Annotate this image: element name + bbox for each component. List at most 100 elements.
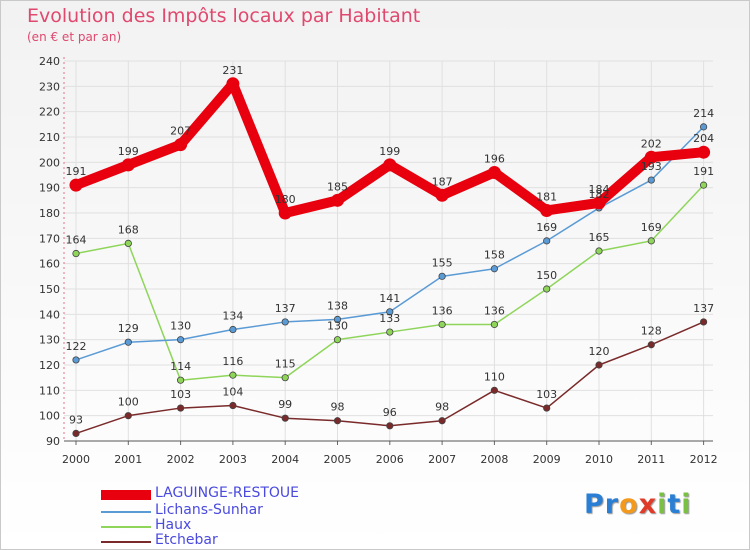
data-label: 158 — [484, 249, 505, 262]
data-point — [177, 336, 185, 344]
data-label: 115 — [275, 358, 296, 371]
y-tick-label: 110 — [39, 384, 60, 397]
legend-label: Haux — [155, 517, 192, 533]
y-tick-label: 240 — [39, 55, 60, 68]
y-tick-label: 90 — [46, 435, 60, 448]
data-point — [386, 422, 394, 430]
data-point — [281, 414, 289, 422]
data-label: 207 — [170, 125, 191, 138]
series-etchebar — [72, 318, 708, 437]
data-point — [226, 77, 240, 91]
data-point — [438, 272, 446, 280]
data-point — [229, 325, 237, 334]
data-label: 104 — [222, 386, 243, 399]
data-label: 103 — [170, 388, 191, 401]
legend-swatch — [101, 490, 151, 500]
y-tick-label: 130 — [39, 334, 60, 347]
data-point — [333, 315, 342, 323]
data-label: 181 — [536, 190, 557, 203]
data-point — [229, 401, 237, 410]
data-label: 180 — [275, 193, 296, 206]
data-label-layer: 191 199 207 231 180 185 199 187 196 181 184 202 204 1… — [66, 64, 715, 427]
data-point — [72, 356, 80, 364]
data-label: 98 — [435, 401, 449, 414]
data-label: 184 — [589, 183, 610, 196]
legend-swatch — [101, 541, 151, 543]
data-label: 191 — [693, 165, 714, 178]
x-tick-label: 2009 — [533, 453, 561, 466]
data-label: 137 — [693, 302, 714, 315]
data-label: 199 — [118, 145, 139, 158]
x-tick-label: 2001 — [114, 453, 142, 466]
data-label: 137 — [275, 302, 296, 315]
data-point — [177, 376, 185, 384]
series-haux — [72, 181, 708, 384]
y-tick-label: 140 — [39, 308, 60, 321]
data-label: 165 — [589, 231, 610, 244]
data-point — [490, 265, 498, 273]
grid-layer — [64, 60, 713, 441]
data-label: 100 — [118, 396, 139, 409]
legend-label: Etchebar — [155, 532, 218, 548]
y-tick-label: 120 — [39, 359, 60, 372]
x-tick-label: 2005 — [324, 453, 352, 466]
logo-letter: t — [667, 489, 682, 520]
legend-swatch — [101, 526, 151, 528]
data-label: 150 — [536, 269, 557, 282]
data-point — [386, 328, 394, 336]
data-label: 103 — [536, 388, 557, 401]
data-point — [438, 417, 446, 425]
axis-layer: 90 100 110 120 130 140 150 160 170 180 190 200 210 22… — [39, 55, 718, 466]
data-label: 169 — [641, 221, 662, 234]
data-label: 138 — [327, 299, 348, 312]
data-label: 155 — [432, 256, 453, 269]
data-label: 182 — [589, 188, 610, 201]
data-point — [647, 237, 655, 245]
data-point — [69, 178, 83, 192]
y-tick-label: 190 — [39, 182, 60, 195]
x-tick-label: 2006 — [376, 453, 404, 466]
logo-letter: x — [638, 489, 658, 520]
data-point — [595, 361, 603, 369]
data-point — [281, 374, 289, 382]
x-tick-label: 2002 — [167, 453, 195, 466]
data-point — [278, 206, 292, 220]
x-tick-label: 2010 — [585, 453, 613, 466]
data-label: 120 — [589, 345, 610, 358]
data-label: 191 — [66, 165, 87, 178]
data-point — [647, 341, 655, 349]
data-point — [386, 308, 394, 316]
data-point — [490, 320, 498, 329]
data-point — [595, 247, 603, 255]
data-point — [72, 249, 80, 258]
y-tick-label: 210 — [39, 131, 60, 144]
data-label: 116 — [222, 355, 243, 368]
series-laguinge-restoue — [69, 77, 711, 220]
y-tick-label: 180 — [39, 207, 60, 220]
x-tick-label: 2007 — [428, 453, 456, 466]
data-point — [699, 123, 708, 131]
data-label: 169 — [536, 221, 557, 234]
data-point — [174, 138, 188, 152]
data-label: 214 — [693, 107, 714, 120]
data-point — [177, 404, 185, 412]
y-tick-label: 170 — [39, 232, 60, 245]
data-label: 133 — [379, 312, 400, 325]
y-tick-label: 150 — [39, 283, 60, 296]
data-label: 110 — [484, 370, 505, 383]
data-label: 168 — [118, 223, 139, 236]
x-tick-label: 2000 — [62, 453, 90, 466]
data-point — [647, 176, 655, 184]
data-point — [490, 386, 498, 394]
data-point — [124, 412, 132, 420]
data-point — [281, 318, 289, 326]
x-tick-label: 2003 — [219, 453, 247, 466]
data-point — [487, 165, 501, 179]
data-label: 136 — [484, 304, 505, 317]
data-label: 129 — [118, 322, 139, 335]
data-point — [331, 193, 344, 207]
data-label: 187 — [432, 175, 453, 188]
data-label: 99 — [278, 398, 292, 411]
logo-letter: i — [657, 489, 668, 520]
